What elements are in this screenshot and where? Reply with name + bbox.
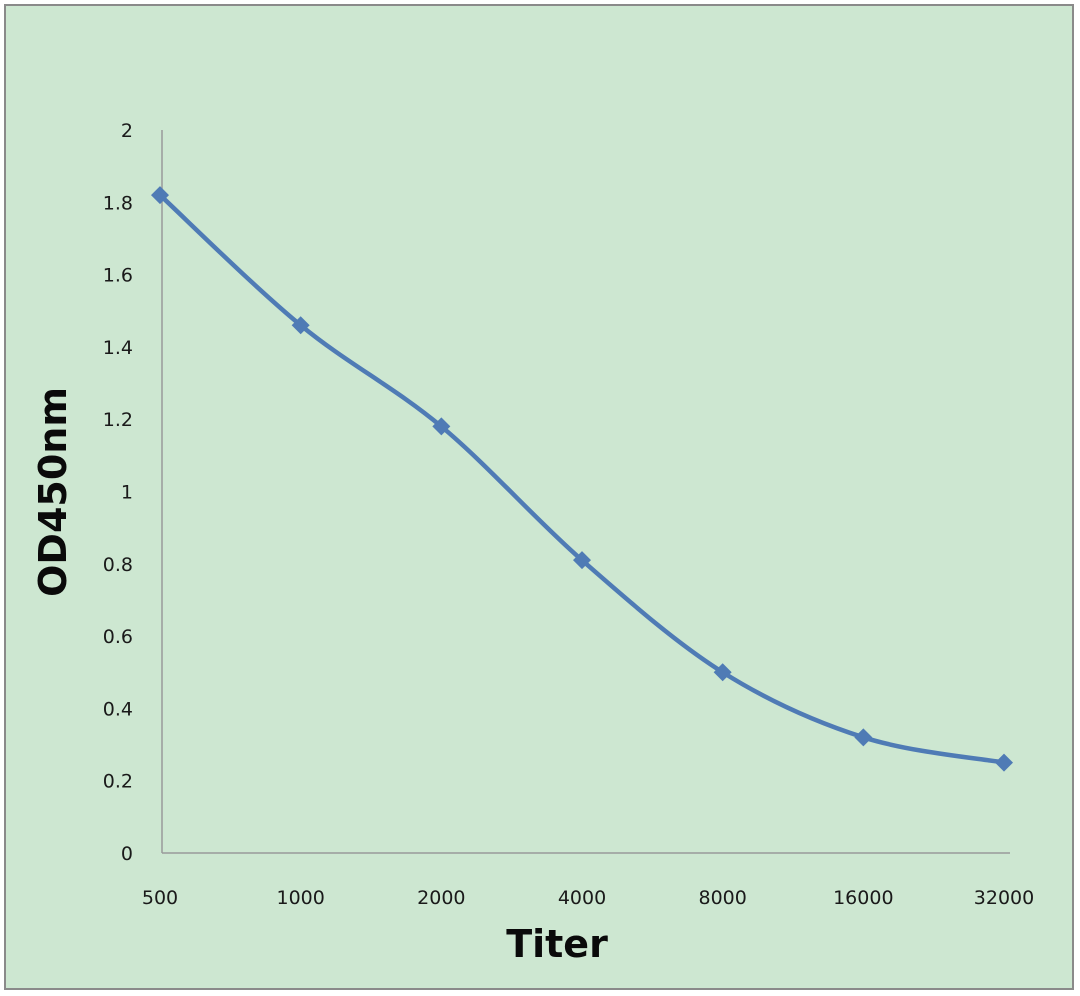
y-tick-label: 1.8 <box>103 192 133 214</box>
y-tick-label: 1 <box>121 482 133 504</box>
data-point-marker <box>995 753 1013 772</box>
x-tick-label: 2000 <box>417 887 465 909</box>
data-point-marker <box>151 186 169 205</box>
data-point-marker <box>854 728 873 747</box>
x-tick-label: 1000 <box>276 887 324 909</box>
y-tick-label: 1.2 <box>103 409 133 431</box>
x-tick-label: 8000 <box>698 887 746 909</box>
markers-layer <box>151 186 1013 772</box>
data-point-marker <box>573 551 591 570</box>
y-tick-label: 0.6 <box>103 626 133 648</box>
y-tick-label: 0.4 <box>103 698 133 720</box>
series-layer <box>157 192 1007 765</box>
x-tick-label: 16000 <box>833 887 893 909</box>
y-tick-label: 0.2 <box>103 771 133 793</box>
data-point-marker <box>713 663 732 682</box>
x-tick-label: 32000 <box>974 887 1034 909</box>
x-tick-label: 4000 <box>558 887 606 909</box>
x-tick-labels: 500 1000 2000 4000 8000 16000 32000 <box>142 887 1034 909</box>
y-tick-label: 0 <box>121 843 133 865</box>
x-axis-title: Titer <box>506 922 608 966</box>
data-point-marker <box>291 316 310 335</box>
series-line <box>157 192 1007 765</box>
y-axis-title: OD450nm <box>31 387 75 597</box>
y-tick-label: 0.8 <box>103 554 133 576</box>
y-tick-labels: 0 0.2 0.4 0.6 0.8 1 1.2 1.4 1.6 1.8 2 <box>103 120 133 865</box>
data-point-marker <box>432 417 451 436</box>
y-tick-label: 2 <box>121 120 133 142</box>
y-tick-label: 1.6 <box>103 265 133 287</box>
y-tick-label: 1.4 <box>103 337 133 359</box>
x-tick-label: 500 <box>142 887 178 909</box>
chart-frame <box>4 4 1074 990</box>
axes <box>161 130 1010 854</box>
